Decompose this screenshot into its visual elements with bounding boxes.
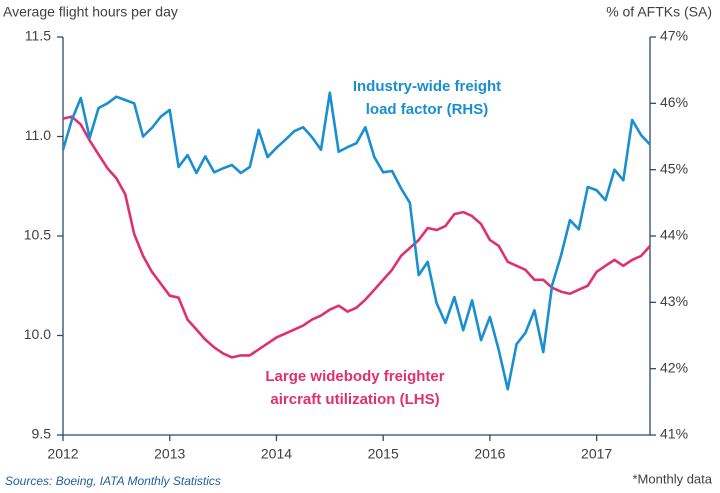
source: Sources: Boeing, IATA Monthly Statistics bbox=[5, 474, 221, 488]
x-tick-label: 2014 bbox=[261, 446, 292, 462]
annotation: load factor (RHS) bbox=[366, 101, 489, 118]
x-tick-label: 2012 bbox=[47, 446, 78, 462]
y2-tick-label: 42% bbox=[660, 359, 688, 375]
annotation: Industry-wide freight bbox=[353, 78, 501, 95]
annotation: aircraft utilization (LHS) bbox=[270, 391, 439, 408]
y2-tick-label: 44% bbox=[660, 227, 688, 243]
y2-tick-label: 47% bbox=[660, 28, 688, 44]
x-tick-label: 2013 bbox=[154, 446, 185, 462]
series-line bbox=[62, 115, 651, 359]
series-line bbox=[61, 91, 651, 391]
y-tick-label: 11.0 bbox=[25, 127, 51, 143]
y-axis-label: Average flight hours per day bbox=[3, 4, 178, 20]
x-tick-label: 2017 bbox=[581, 446, 612, 462]
y2-axis-label: % of AFTKs (SA) bbox=[606, 4, 712, 20]
y-tick-label: 11.5 bbox=[25, 28, 51, 44]
y-tick-label: 10.5 bbox=[24, 227, 51, 243]
x-tick-label: 2015 bbox=[368, 446, 399, 462]
y2-tick-label: 41% bbox=[660, 426, 688, 442]
x-tick-label: 2016 bbox=[474, 446, 505, 462]
y2-tick-label: 46% bbox=[660, 94, 688, 110]
annotation: Large widebody freighter bbox=[265, 368, 444, 385]
note: *Monthly data bbox=[633, 471, 713, 486]
y2-tick-label: 43% bbox=[660, 293, 688, 309]
y2-tick-label: 45% bbox=[660, 160, 688, 176]
y-tick-label: 10.0 bbox=[24, 326, 51, 342]
y-tick-label: 9.5 bbox=[32, 426, 52, 442]
